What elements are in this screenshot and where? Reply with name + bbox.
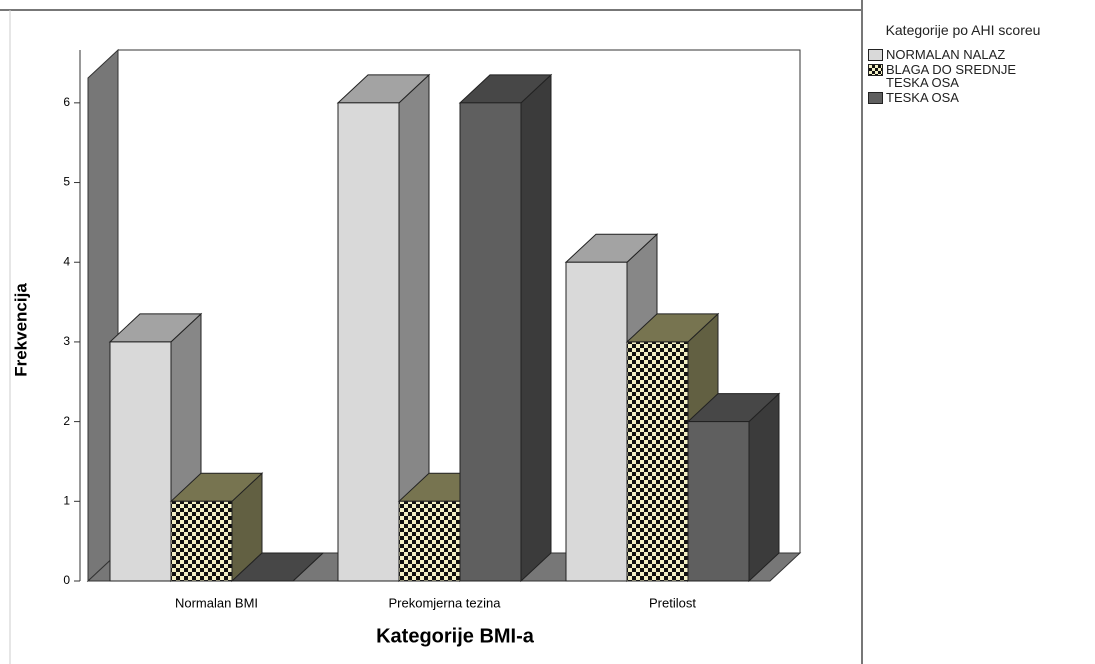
bar [687,421,750,582]
y-tick-label: 3 [63,334,70,348]
legend-label: BLAGA DO SREDNJE TESKA OSA [886,62,1017,90]
y-tick-label: 6 [63,95,70,109]
y-tick-label: 5 [63,175,70,189]
bar-top [230,552,325,582]
x-tick-label: Pretilost [649,595,696,610]
x-tick-label: Normalan BMI [175,595,258,610]
y-tick-label: 0 [63,573,70,587]
legend: Kategorije po AHI scoreu NORMALAN NALAZ B… [868,22,1068,106]
bar-side [748,392,780,583]
y-axis-title: Frekvencija [11,283,30,377]
bar [565,261,628,582]
legend-label: TESKA OSA [886,90,959,105]
bar [398,500,461,582]
bar [109,341,172,582]
legend-swatch [868,49,883,61]
x-axis-title: Kategorije BMI-a [376,625,535,647]
legend-label: NORMALAN NALAZ [886,47,1006,62]
legend-swatch [868,92,883,104]
legend-item: BLAGA DO SREDNJE TESKA OSA [868,63,1068,89]
bar [170,500,233,582]
legend-swatch [868,64,883,76]
bar [459,102,522,582]
legend-item: NORMALAN NALAZ [868,48,1068,61]
bar [337,102,400,582]
y-tick-label: 2 [63,414,70,428]
bar [626,341,689,582]
x-tick-label: Prekomjerna tezina [389,595,502,610]
y-tick-label: 1 [63,493,70,507]
y-tick-label: 4 [63,254,70,268]
bar-side [520,73,552,583]
legend-title: Kategorije po AHI scoreu [885,22,1041,38]
legend-item: TESKA OSA [868,91,1068,104]
